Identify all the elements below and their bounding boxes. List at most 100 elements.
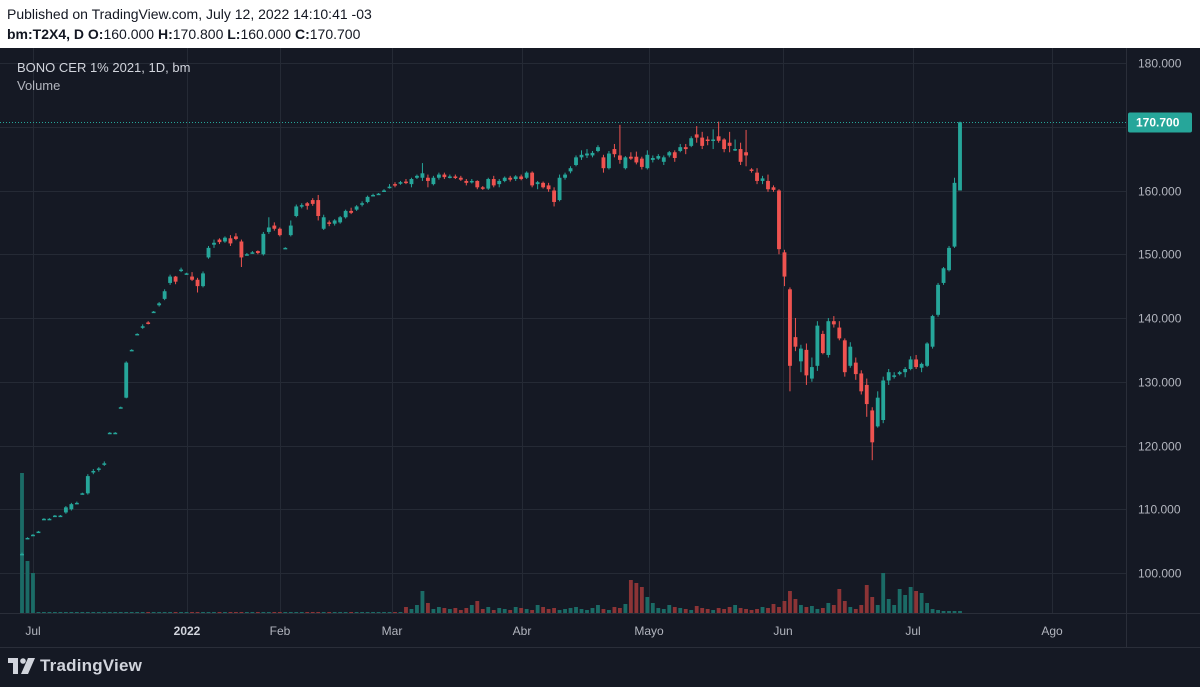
candle-body [409,179,414,185]
volume-bar [305,612,310,613]
volume-bar [842,601,847,613]
candle-body [157,303,162,306]
candle-body [727,142,732,146]
candle-body [826,321,831,355]
volume-bar [420,591,425,613]
volume-bar [530,610,535,613]
candle-body [69,504,74,510]
candle-body [760,178,765,181]
candle-body [557,177,562,201]
volume-bar [744,609,748,613]
volume-bar [519,608,524,613]
volume-bar [129,612,134,613]
candle-body [85,476,90,494]
y-tick-label: 110.000 [1138,503,1181,517]
volume-bar [557,610,562,613]
volume-bar [31,573,35,613]
volume-bar [815,609,820,613]
volume-bar [272,612,277,613]
candle-body [354,206,359,210]
candle-body [436,174,441,178]
candle-body [804,349,809,376]
candle-body [118,407,123,409]
volume-bar [546,609,551,613]
candle-body [908,359,913,369]
candle-body [382,190,386,192]
volume-bar [25,561,30,613]
volume-bar [135,612,140,613]
volume-bar [947,611,951,613]
candle-body [722,139,727,150]
candle-body [316,200,321,216]
tradingview-logo[interactable]: TradingView [8,654,142,678]
candle-body [415,175,419,178]
volume-bar [239,612,244,613]
candle-body [837,327,842,339]
volume-bar [431,609,436,613]
last-price-badge[interactable] [1128,112,1192,133]
candle-body [371,194,375,197]
volume-bar [398,612,403,613]
volume-bar [612,607,617,613]
volume-bar [601,609,606,613]
volume-bar [179,612,183,613]
volume-bar [195,612,200,613]
candle-body [36,531,41,534]
volume-bar [69,612,74,613]
candle-body [52,515,57,518]
volume-bar [118,612,123,613]
chart-area[interactable]: 180.000170.000160.000150.000140.000130.0… [0,48,1200,647]
volume-bar [162,612,167,613]
volume-bar [788,591,792,613]
candle-body [650,157,655,160]
published-info: Published on TradingView.com, July 12, 2… [7,6,372,22]
volume-bar [535,605,540,613]
close-label: C: [294,26,310,42]
volume-bar [892,605,897,613]
candle-body [404,181,408,184]
y-tick-label: 100.000 [1138,567,1182,581]
candle-body [146,322,151,324]
candle-body [47,518,52,521]
candle-body [206,247,211,258]
candle-body [930,316,935,347]
footer-bar: TradingView [0,647,1200,687]
candle-body [140,326,145,328]
volume-bar [733,605,738,613]
candle-body [623,157,628,169]
price-chart[interactable]: 180.000170.000160.000150.000140.000130.0… [0,48,1200,647]
candle-body [469,180,474,183]
candle-body [376,193,381,196]
volume-bar [782,601,787,613]
volume-bar [694,606,699,613]
volume-bar [809,606,814,613]
chart-legend-title[interactable]: BONO CER 1% 2021, 1D, bm [17,60,191,75]
volume-bar [771,604,776,613]
volume-bar [908,587,913,613]
candle-body [661,157,666,162]
y-tick-label: 120.000 [1138,440,1182,454]
volume-bar [930,609,935,613]
candle-body [239,241,244,258]
volume-bar [749,610,754,613]
y-tick-label: 160.000 [1138,185,1182,199]
candle-body [903,369,908,373]
candle-body [74,502,79,505]
volume-bar [283,612,288,613]
candle-body [129,349,134,352]
volume-bar [870,597,875,613]
candle-body [162,291,167,299]
volume-bar [886,599,891,613]
volume-bar [766,608,770,613]
candle-body [135,333,140,336]
candle-body [875,397,880,427]
candle-body [168,276,173,283]
candle-body [886,372,891,381]
volume-legend[interactable]: Volume [17,78,61,93]
volume-bar [327,612,332,613]
volume-bar [502,609,507,613]
volume-bar [524,609,529,613]
volume-bar [102,612,107,613]
volume-bar [563,609,567,613]
candle-body [870,410,875,443]
